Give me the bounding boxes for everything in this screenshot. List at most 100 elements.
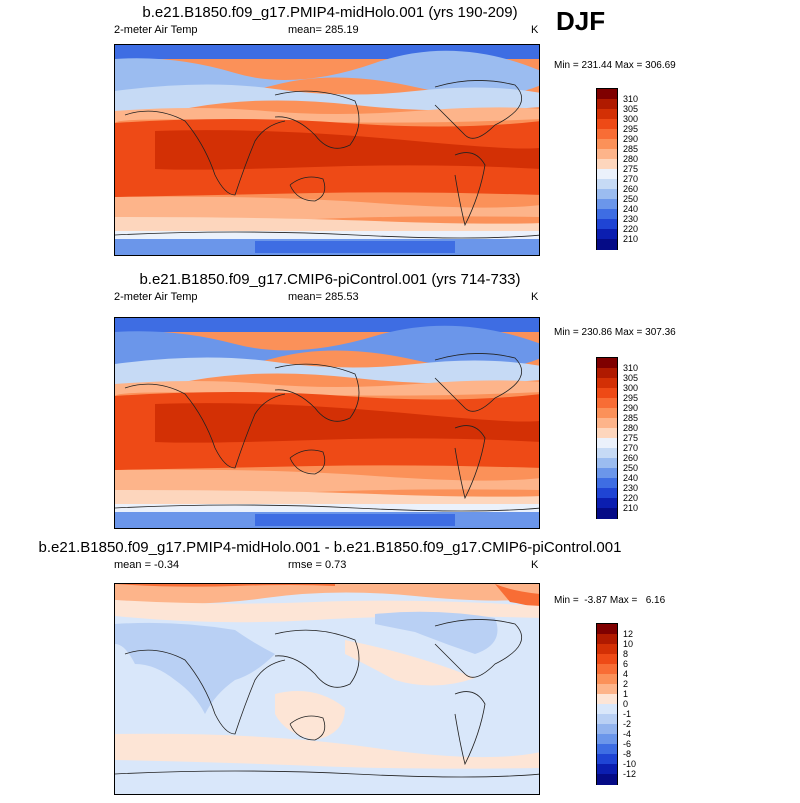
colorbar-swatch (596, 239, 618, 250)
colorbar-swatch (596, 654, 618, 664)
colorbar-swatch (596, 229, 618, 239)
colorbar-swatch (596, 129, 618, 139)
colorbar-tick-label: 8 (623, 649, 629, 659)
colorbar-tick-label: 220 (623, 493, 639, 503)
colorbar-swatch (596, 139, 618, 149)
minmax-label: Min = 230.86 Max = 307.36 (554, 327, 676, 338)
picontrol-panel: b.e21.B1850.f09_g17.CMIP6-piControl.001 … (0, 267, 800, 535)
colorbar-swatch (596, 388, 618, 398)
difference-map (114, 583, 540, 795)
colorbar-swatch (596, 109, 618, 119)
colorbar-tick-label: 10 (623, 639, 634, 649)
colorbar-swatch (596, 714, 618, 724)
colorbar-swatch (596, 458, 618, 468)
colorbar-tick-label: 210 (623, 234, 639, 244)
colorbar-swatch (596, 623, 618, 634)
colorbar-tick-label: 220 (623, 224, 639, 234)
colorbar-tick-label: 1 (623, 689, 629, 699)
colorbar-tick-label: 260 (623, 453, 639, 463)
difference-panel: b.e21.B1850.f09_g17.PMIP4-midHolo.001 - … (0, 535, 800, 803)
colorbar-tick-label: -8 (623, 749, 632, 759)
colorbar-tick-label: 305 (623, 373, 639, 383)
season-label: DJF (556, 6, 606, 36)
colorbar-tick-label: 295 (623, 124, 639, 134)
colorbar-tick-label: 250 (623, 463, 639, 473)
colorbar-tick-label: 240 (623, 204, 639, 214)
colorbar-tick-label: -12 (623, 769, 637, 779)
colorbar-tick-label: -4 (623, 729, 632, 739)
colorbar-tick-label: -2 (623, 719, 632, 729)
midholo-panel: b.e21.B1850.f09_g17.PMIP4-midHolo.001 (y… (0, 0, 800, 268)
colorbar-swatch (596, 179, 618, 189)
colorbar-tick-label: -6 (623, 739, 632, 749)
colorbar-tick-label: 6 (623, 659, 629, 669)
colorbar-tick-label: -1 (623, 709, 632, 719)
colorbar-swatch (596, 684, 618, 694)
colorbar-tick-label: 0 (623, 699, 629, 709)
colorbar-swatch (596, 219, 618, 229)
colorbar-swatch (596, 468, 618, 478)
colorbar-tick-label: 285 (623, 144, 639, 154)
colorbar-swatch (596, 704, 618, 714)
colorbar-tick-label: 2 (623, 679, 629, 689)
colorbar-swatch (596, 764, 618, 774)
colorbar-swatch (596, 189, 618, 199)
colorbar-tick-label: 210 (623, 503, 639, 513)
colorbar-swatch (596, 694, 618, 704)
colorbar-tick-label: 275 (623, 433, 639, 443)
colorbar-swatch (596, 664, 618, 674)
variable-label: 2-meter Air Temp (114, 291, 198, 303)
temperature-map (114, 317, 540, 529)
colorbar-swatch (596, 634, 618, 644)
mean-label: mean= 285.19 (288, 24, 359, 36)
colorbar-swatch (596, 724, 618, 734)
units-label: K (531, 291, 539, 303)
colorbar-tick-label: 290 (623, 134, 639, 144)
colorbar-tick-label: 310 (623, 363, 639, 373)
colorbar-tick-label: 300 (623, 383, 639, 393)
colorbar-swatch (596, 199, 618, 209)
colorbar-swatch (596, 644, 618, 654)
colorbar-swatch (596, 744, 618, 754)
colorbar-swatch (596, 169, 618, 179)
variable-label: 2-meter Air Temp (114, 24, 198, 36)
colorbar-tick-label: 230 (623, 483, 639, 493)
rmse-label: rmse = 0.73 (288, 559, 347, 571)
colorbar-tick-label: 280 (623, 423, 639, 433)
colorbar-swatch (596, 418, 618, 428)
colorbar-swatch (596, 428, 618, 438)
colorbar-swatch (596, 734, 618, 744)
colorbar-swatch (596, 754, 618, 764)
colorbar-swatch (596, 378, 618, 388)
colorbar-swatch (596, 408, 618, 418)
colorbar-swatch (596, 498, 618, 508)
mean-label: mean= 285.53 (288, 291, 359, 303)
colorbar-tick-label: 270 (623, 443, 639, 453)
colorbar-swatch (596, 357, 618, 368)
colorbar-tick-label: 230 (623, 214, 639, 224)
colorbar-swatch (596, 99, 618, 109)
minmax-label: Min = 231.44 Max = 306.69 (554, 60, 676, 71)
colorbar-tick-label: -10 (623, 759, 637, 769)
colorbar-swatch (596, 368, 618, 378)
colorbar-swatch (596, 508, 618, 519)
panel-title: b.e21.B1850.f09_g17.CMIP6-piControl.001 … (139, 271, 521, 288)
colorbar: 310 305 300 295 290 285 280 275 270 260 250 240 230 2… (596, 357, 638, 519)
colorbar-swatch (596, 438, 618, 448)
temperature-map (114, 44, 540, 256)
colorbar-swatch (596, 149, 618, 159)
colorbar-tick-label: 12 (623, 629, 634, 639)
colorbar-swatch (596, 478, 618, 488)
colorbar-swatch (596, 88, 618, 99)
colorbar: 12 10 8 6 4 2 1 0 -1 -2 -4 -6 -8 -10 -12 (596, 623, 636, 785)
colorbar-tick-label: 295 (623, 393, 639, 403)
panel-title: b.e21.B1850.f09_g17.PMIP4-midHolo.001 - … (38, 539, 622, 556)
colorbar-swatch (596, 774, 618, 785)
colorbar-swatch (596, 448, 618, 458)
minmax-label: Min = -3.87 Max = 6.16 (554, 595, 666, 606)
colorbar-swatch (596, 674, 618, 684)
colorbar-tick-label: 240 (623, 473, 639, 483)
colorbar-tick-label: 290 (623, 403, 639, 413)
panel-title: b.e21.B1850.f09_g17.PMIP4-midHolo.001 (y… (142, 4, 518, 21)
colorbar-tick-label: 270 (623, 174, 639, 184)
